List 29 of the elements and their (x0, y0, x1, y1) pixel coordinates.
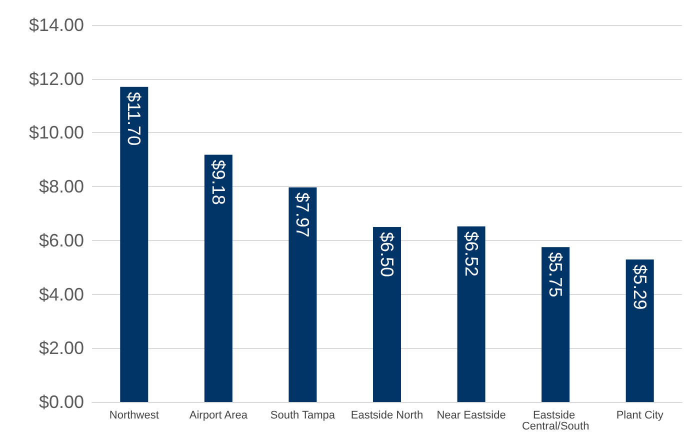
data-label: $11.70 (124, 92, 144, 146)
bar (120, 86, 148, 402)
data-label: $6.52 (461, 231, 482, 276)
y-tick-label: $8.00 (38, 176, 84, 197)
x-tick-label: South Tampa (270, 410, 336, 422)
x-tick-label: Near Eastside (436, 410, 506, 422)
y-tick-label: $2.00 (38, 338, 84, 358)
x-tick-label: Eastside North (350, 410, 424, 422)
bar (288, 187, 317, 402)
data-label: $9.18 (208, 160, 228, 205)
bar (373, 226, 401, 402)
x-tick-label: Plant City (616, 410, 664, 422)
y-tick-label: $4.00 (38, 284, 84, 304)
y-tick-label: $14.00 (28, 15, 84, 35)
bar (457, 226, 486, 402)
x-tick-label: Airport Area (189, 410, 248, 422)
data-label: $7.97 (292, 192, 313, 238)
y-tick-label: $10.00 (28, 122, 84, 143)
y-tick-label: $0.00 (38, 392, 84, 412)
data-label: $6.50 (377, 232, 397, 278)
data-label: $5.29 (630, 264, 650, 310)
y-tick-label: $6.00 (38, 230, 84, 250)
bar (204, 154, 232, 402)
x-tick-label: Northwest (109, 410, 159, 422)
y-tick-label: $12.00 (28, 68, 84, 89)
data-label: $5.75 (546, 252, 566, 298)
bar (626, 260, 654, 402)
x-tick-label: Eastside Central/South (522, 410, 590, 432)
bar (542, 247, 570, 402)
